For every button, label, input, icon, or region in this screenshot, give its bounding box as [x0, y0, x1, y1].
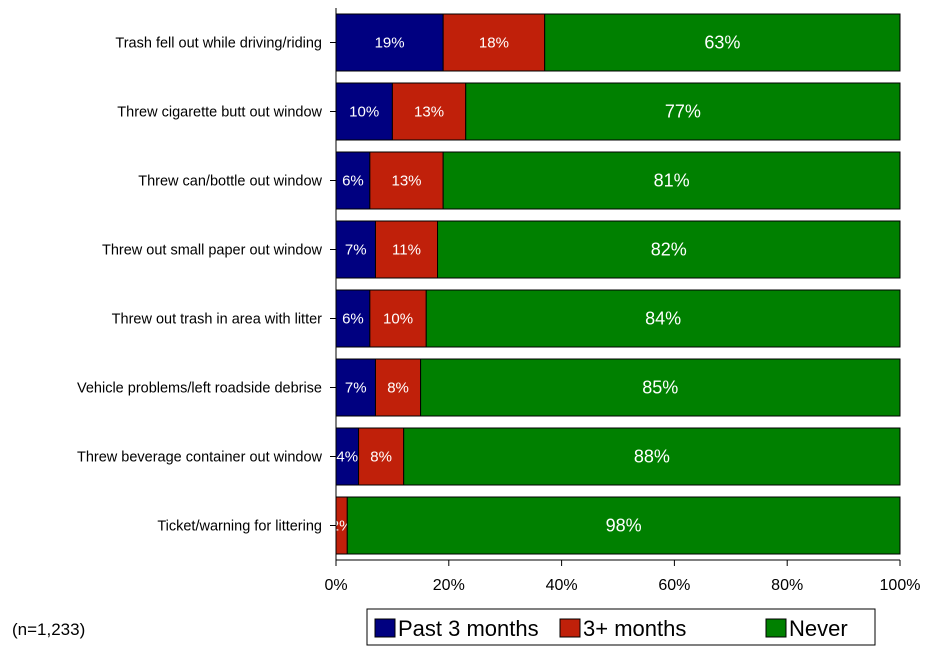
bar-2-6	[374, 358, 422, 417]
bar-2-7	[358, 427, 405, 486]
bar-label-1-3: 6%	[342, 173, 364, 190]
bar-label-1-7: 4%	[336, 449, 358, 466]
category-label-3: Threw can/bottle out window	[138, 174, 322, 190]
sample-size-note: (n=1,233)	[12, 620, 86, 639]
category-label-4: Threw out small paper out window	[102, 243, 323, 259]
legend-swatch-2	[559, 618, 581, 638]
legend-box	[366, 608, 876, 646]
bar-label-3-4: 82%	[651, 240, 687, 260]
category-label-7: Threw beverage container out window	[77, 450, 323, 466]
bar-label-2-4: 11%	[392, 242, 421, 259]
bar-label-1-6: 7%	[345, 380, 367, 397]
bar-3-6	[420, 358, 901, 417]
bar-3-2	[465, 82, 901, 141]
axes-group: Trash fell out while driving/riding Threw…	[77, 8, 920, 594]
bar-1-5	[335, 289, 371, 348]
bar-label-1-5: 6%	[342, 311, 364, 328]
bar-label-2-7: 8%	[370, 449, 392, 466]
bar-3-4	[437, 220, 901, 279]
bar-label-2-2: 13%	[414, 104, 444, 121]
bar-label-3-3: 81%	[654, 171, 690, 191]
bar-label-3-7: 88%	[634, 447, 670, 467]
x-tick-label-6: 100%	[880, 577, 921, 594]
bar-3-8	[346, 496, 901, 555]
bar-label-3-6: 85%	[642, 378, 678, 398]
bar-2-2	[391, 82, 467, 141]
bar-3-3	[442, 151, 901, 210]
bar-2-3	[369, 151, 444, 210]
bar-1-3	[335, 151, 371, 210]
bar-label-3-8: 98%	[606, 516, 642, 536]
legend: Past 3 months 3+ months Never	[366, 608, 876, 646]
bar-label-2-5: 10%	[383, 311, 413, 328]
bar-label-1-1: 19%	[375, 35, 405, 52]
bars-group: 19% 18% 63% 10% 13% 77% 6% 13% 81% 7% 11% 82% 6% 10% 8…	[331, 13, 901, 555]
category-label-2: Threw cigarette butt out window	[117, 105, 322, 121]
category-label-1: Trash fell out while driving/riding	[115, 36, 322, 52]
category-label-8: Ticket/warning for littering	[157, 519, 322, 535]
bar-2-5	[369, 289, 427, 348]
bar-label-2-3: 13%	[391, 173, 421, 190]
category-label-6: Vehicle problems/left roadside debrise	[77, 381, 322, 397]
bar-label-3-5: 84%	[645, 309, 681, 329]
x-tick-label-1: 0%	[324, 577, 347, 594]
legend-label-3: Never	[789, 616, 848, 641]
bar-label-3-2: 77%	[665, 102, 701, 122]
x-tick-label-3: 40%	[546, 577, 578, 594]
legend-swatch-1	[374, 618, 396, 638]
legend-swatch-3	[765, 618, 787, 638]
bar-3-7	[403, 427, 901, 486]
bar-label-2-1: 18%	[479, 35, 509, 52]
bar-1-4	[335, 220, 376, 279]
bar-label-1-4: 7%	[345, 242, 367, 259]
bar-2-1	[442, 13, 546, 72]
x-tick-label-5: 80%	[771, 577, 803, 594]
x-tick-label-4: 60%	[658, 577, 690, 594]
bar-3-1	[544, 13, 901, 72]
x-tick-label-2: 20%	[433, 577, 465, 594]
category-label-5: Threw out trash in area with litter	[112, 312, 323, 328]
bar-label-2-6: 8%	[387, 380, 409, 397]
bar-label-1-2: 10%	[349, 104, 379, 121]
legend-label-2: 3+ months	[583, 616, 686, 641]
bar-label-3-1: 63%	[704, 33, 740, 53]
bar-1-1	[335, 13, 444, 72]
bar-3-5	[425, 289, 901, 348]
legend-label-1: Past 3 months	[398, 616, 539, 641]
